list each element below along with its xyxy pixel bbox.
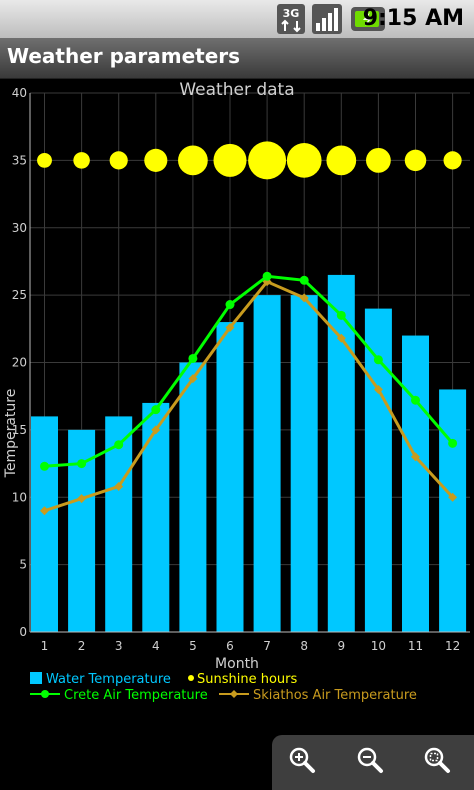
x-tick-label: 1 (41, 639, 49, 653)
y-axis-label: Temperature (3, 389, 19, 479)
crete-air-temperature-point (188, 353, 198, 363)
water-temperature-bar (253, 295, 281, 632)
sunshine-bubble (286, 143, 322, 178)
legend-skiathos-marker (230, 690, 238, 698)
crete-air-temperature-point (40, 461, 49, 471)
water-temperature-bar (179, 362, 207, 632)
skiathos-air-temperature-point (114, 481, 124, 491)
skiathos-air-temperature-point (151, 425, 161, 435)
crete-air-temperature-point (151, 405, 161, 415)
crete-air-temperature-point (299, 275, 309, 285)
water-temperature-bar (216, 322, 244, 632)
y-tick-label: 25 (12, 288, 27, 302)
water-temperature-bars (31, 274, 467, 632)
water-temperature-bar (439, 389, 467, 632)
crete-air-temperature-point (373, 355, 383, 365)
network-3g-icon: 3G (277, 4, 305, 34)
status-bar: 3G 9:15 AM (0, 0, 474, 38)
legend-crete-marker (41, 690, 49, 698)
legend-sunshine-swatch (188, 675, 194, 681)
zoom-reset-icon[interactable] (422, 745, 452, 775)
x-tick-label: 11 (408, 639, 423, 653)
skiathos-air-temperature-point (188, 374, 198, 384)
x-tick-label: 6 (226, 639, 234, 653)
x-tick-label: 4 (152, 639, 160, 653)
skiathos-air-temperature-point (77, 494, 87, 504)
legend-water-label: Water Temperature (46, 672, 171, 687)
y-tick-label: 20 (12, 356, 27, 370)
legend-skiathos-label: Skiathos Air Temperature (253, 688, 417, 703)
status-clock: 9:15 AM (362, 6, 464, 31)
network-type-label: 3G (283, 7, 300, 20)
y-tick-label: 15 (12, 423, 27, 437)
zoom-controls (272, 735, 474, 790)
sunshine-bubble (443, 151, 462, 170)
y-tick-label: 40 (12, 86, 27, 100)
water-temperature-bar (31, 416, 58, 632)
skiathos-air-temperature-point (40, 506, 49, 516)
crete-air-temperature-point (114, 440, 124, 450)
x-tick-label: 5 (189, 639, 197, 653)
crete-air-temperature-point (336, 310, 346, 320)
x-tick-label: 2 (78, 639, 86, 653)
sunshine-bubble (326, 145, 357, 176)
x-tick-label: 12 (445, 639, 460, 653)
crete-air-temperature-point (262, 271, 272, 281)
water-temperature-bar (290, 295, 318, 632)
air-temperature-lines (40, 271, 458, 516)
sunshine-bubble (178, 145, 208, 176)
skiathos-air-temperature-point (299, 293, 309, 303)
crete-air-temperature-point (448, 438, 458, 448)
crete-air-temperature-point (225, 300, 235, 310)
sunshine-bubble (109, 151, 128, 170)
skiathos-air-temperature-point (411, 452, 420, 462)
zoom-out-icon[interactable] (355, 745, 385, 775)
app-title: Weather parameters (7, 44, 241, 68)
sunshine-bubble (213, 143, 247, 177)
y-tick-label: 0 (19, 625, 27, 639)
x-axis-label: Month (215, 656, 259, 672)
sunshine-bubble (366, 147, 391, 173)
skiathos-air-temperature-point (225, 322, 235, 332)
water-temperature-bar (142, 402, 170, 632)
crete-air-temperature-line (44, 274, 454, 468)
skiathos-air-temperature-point (373, 384, 383, 394)
y-tick-label: 10 (12, 490, 27, 504)
y-tick-label: 35 (12, 153, 27, 167)
skiathos-air-temperature-point (448, 492, 458, 502)
y-tick-label: 5 (19, 558, 27, 572)
x-tick-label: 8 (300, 639, 308, 653)
water-temperature-bar (105, 416, 133, 632)
title-bar: Weather parameters (0, 38, 474, 79)
legend-water-swatch (30, 672, 42, 684)
legend-crete-label: Crete Air Temperature (64, 688, 208, 703)
skiathos-air-temperature-point (336, 333, 346, 343)
legend-sunshine-label: Sunshine hours (197, 672, 298, 687)
water-temperature-bar (402, 335, 429, 632)
x-tick-label: 7 (263, 639, 271, 653)
x-tick-label: 10 (371, 639, 386, 653)
x-tick-label: 3 (115, 639, 123, 653)
chart-title: Weather data (179, 80, 294, 100)
sunshine-bubble (144, 148, 168, 172)
sunshine-bubble (404, 149, 427, 172)
crete-air-temperature-point (411, 395, 420, 405)
sunshine-bubbles (37, 141, 462, 180)
skiathos-air-temperature-line (44, 279, 454, 513)
battery-charging-icon (351, 7, 385, 31)
y-tick-label: 30 (12, 221, 27, 235)
x-tick-label: 9 (337, 639, 345, 653)
crete-air-temperature-point (77, 459, 87, 469)
sunshine-bubble (73, 152, 90, 169)
signal-strength-icon (312, 4, 342, 34)
sunshine-bubble (248, 141, 287, 180)
sunshine-bubble (37, 152, 52, 168)
zoom-in-icon[interactable] (287, 745, 317, 775)
